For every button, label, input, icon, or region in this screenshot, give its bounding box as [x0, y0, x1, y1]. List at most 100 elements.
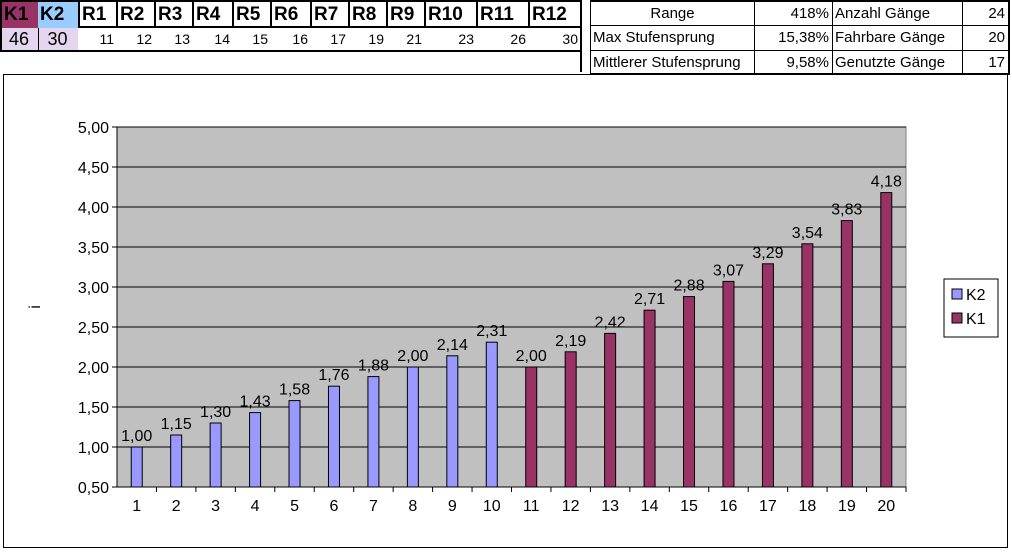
- x-tick-label: 2: [172, 498, 181, 515]
- data-label: 2,19: [555, 333, 586, 350]
- data-label: 1,15: [161, 416, 192, 433]
- stat-gears-used-value: 17: [962, 50, 1010, 75]
- y-tick-label: 0,50: [78, 480, 109, 497]
- y-tick-label: 2,50: [78, 320, 109, 337]
- data-label: 2,71: [634, 291, 665, 308]
- sprocket-teeth-r10: 23: [424, 28, 476, 52]
- legend-swatch-k1: [951, 312, 963, 324]
- sprocket-header-r5: R5: [232, 0, 270, 28]
- k1-header: K1: [0, 0, 38, 28]
- data-label: 1,43: [240, 394, 271, 411]
- y-tick-label: 4,00: [78, 200, 109, 217]
- x-tick-label: 10: [483, 498, 501, 515]
- sprocket-teeth-r4: 14: [192, 28, 232, 52]
- bar-k2: [367, 376, 380, 488]
- bar-k1: [840, 220, 853, 488]
- sprocket-header-r6: R6: [270, 0, 310, 28]
- data-label: 2,14: [437, 337, 468, 354]
- bar-k1: [564, 351, 577, 488]
- x-tick-label: 3: [211, 498, 220, 515]
- data-label: 2,00: [516, 348, 547, 365]
- sprocket-teeth-r6: 16: [270, 28, 310, 52]
- data-label: 1,58: [279, 382, 310, 399]
- sprocket-header-r2: R2: [116, 0, 154, 28]
- sprocket-header-r7: R7: [310, 0, 348, 28]
- sprocket-header-r11: R11: [476, 0, 528, 28]
- bar-k1: [880, 192, 893, 488]
- sprocket-teeth-r2: 12: [116, 28, 154, 52]
- y-tick-label: 1,50: [78, 400, 109, 417]
- k2-teeth: 30: [38, 28, 78, 52]
- sprocket-header-r12: R12: [528, 0, 580, 28]
- stat-range-value: 418%: [754, 0, 832, 25]
- x-tick-label: 8: [408, 498, 417, 515]
- data-label: 1,88: [358, 358, 389, 375]
- data-label: 3,83: [831, 202, 862, 219]
- chart-svg: 0,50 1,00 1,50 2,00 2,50 3,00 3,50 4,00 4,50 5,00…: [27, 120, 999, 515]
- y-axis-label: i: [27, 305, 44, 309]
- bar-k2: [249, 412, 262, 488]
- stat-gears-total-label: Anzahl Gänge: [832, 0, 962, 25]
- stat-mean-jump-value: 9,58%: [754, 50, 832, 75]
- sprocket-teeth-r3: 13: [154, 28, 192, 52]
- x-tick-label: 16: [720, 498, 738, 515]
- data-label: 2,31: [476, 323, 507, 340]
- bar-k1: [801, 243, 814, 488]
- bar-k2: [406, 366, 419, 488]
- sprocket-header-r8: R8: [348, 0, 386, 28]
- data-label: 4,18: [871, 174, 902, 191]
- legend-label-k2: K2: [966, 287, 986, 304]
- sprocket-teeth-r9: 21: [386, 28, 424, 52]
- sprocket-teeth-r12: 30: [528, 28, 580, 52]
- x-tick-label: 11: [523, 498, 540, 515]
- stat-mean-jump-label: Mittlerer Stufensprung: [590, 50, 754, 75]
- sprocket-teeth-r5: 15: [232, 28, 270, 52]
- x-tick-label: 19: [838, 498, 856, 515]
- bar-k2: [485, 341, 498, 488]
- sprocket-header-r3: R3: [154, 0, 192, 28]
- stat-max-jump-value: 15,38%: [754, 25, 832, 50]
- x-tick-label: 14: [641, 498, 659, 515]
- sprocket-teeth-r11: 26: [476, 28, 528, 52]
- y-tick-label: 1,00: [78, 440, 109, 457]
- stat-gears-total-value: 24: [962, 0, 1010, 25]
- x-tick-label: 15: [680, 498, 698, 515]
- sprocket-teeth-r7: 17: [310, 28, 348, 52]
- stat-range-label: Range: [590, 0, 754, 25]
- sprocket-teeth-r1: 11: [78, 28, 116, 52]
- bar-k2: [446, 355, 459, 488]
- x-tick-label: 4: [251, 498, 260, 515]
- stat-max-jump-label: Max Stufensprung: [590, 25, 754, 50]
- k2-header: K2: [38, 0, 78, 28]
- legend-label-k1: K1: [966, 311, 986, 328]
- plot-area: [116, 126, 907, 488]
- x-tick-label: 1: [132, 498, 141, 515]
- bar-k1: [643, 309, 656, 488]
- sprocket-teeth-r8: 19: [348, 28, 386, 52]
- sprocket-header-r10: R10: [424, 0, 476, 28]
- x-tick-label: 18: [798, 498, 816, 515]
- data-label: 2,42: [595, 314, 626, 331]
- k1-teeth: 46: [0, 28, 38, 52]
- bar-k2: [288, 400, 301, 488]
- bar-k2: [209, 422, 222, 488]
- data-label: 3,07: [713, 262, 744, 279]
- x-tick-label: 7: [369, 498, 378, 515]
- legend-swatch-k2: [951, 288, 963, 300]
- y-tick-label: 4,50: [78, 160, 109, 177]
- bar-k2: [327, 385, 340, 488]
- y-tick-label: 5,00: [78, 120, 109, 137]
- x-tick-label: 20: [877, 498, 895, 515]
- y-tick-label: 3,50: [78, 240, 109, 257]
- x-tick-label: 12: [562, 498, 580, 515]
- data-label: 3,29: [752, 245, 783, 262]
- bar-k1: [604, 332, 617, 488]
- bar-k1: [525, 366, 538, 488]
- stat-gears-ridable-label: Fahrbare Gänge: [832, 25, 962, 50]
- bar-k2: [130, 446, 143, 488]
- stat-gears-ridable-value: 20: [962, 25, 1010, 50]
- y-tick-label: 2,00: [78, 360, 109, 377]
- x-tick-label: 5: [290, 498, 299, 515]
- bar-k1: [722, 280, 735, 488]
- data-label: 2,88: [673, 278, 704, 295]
